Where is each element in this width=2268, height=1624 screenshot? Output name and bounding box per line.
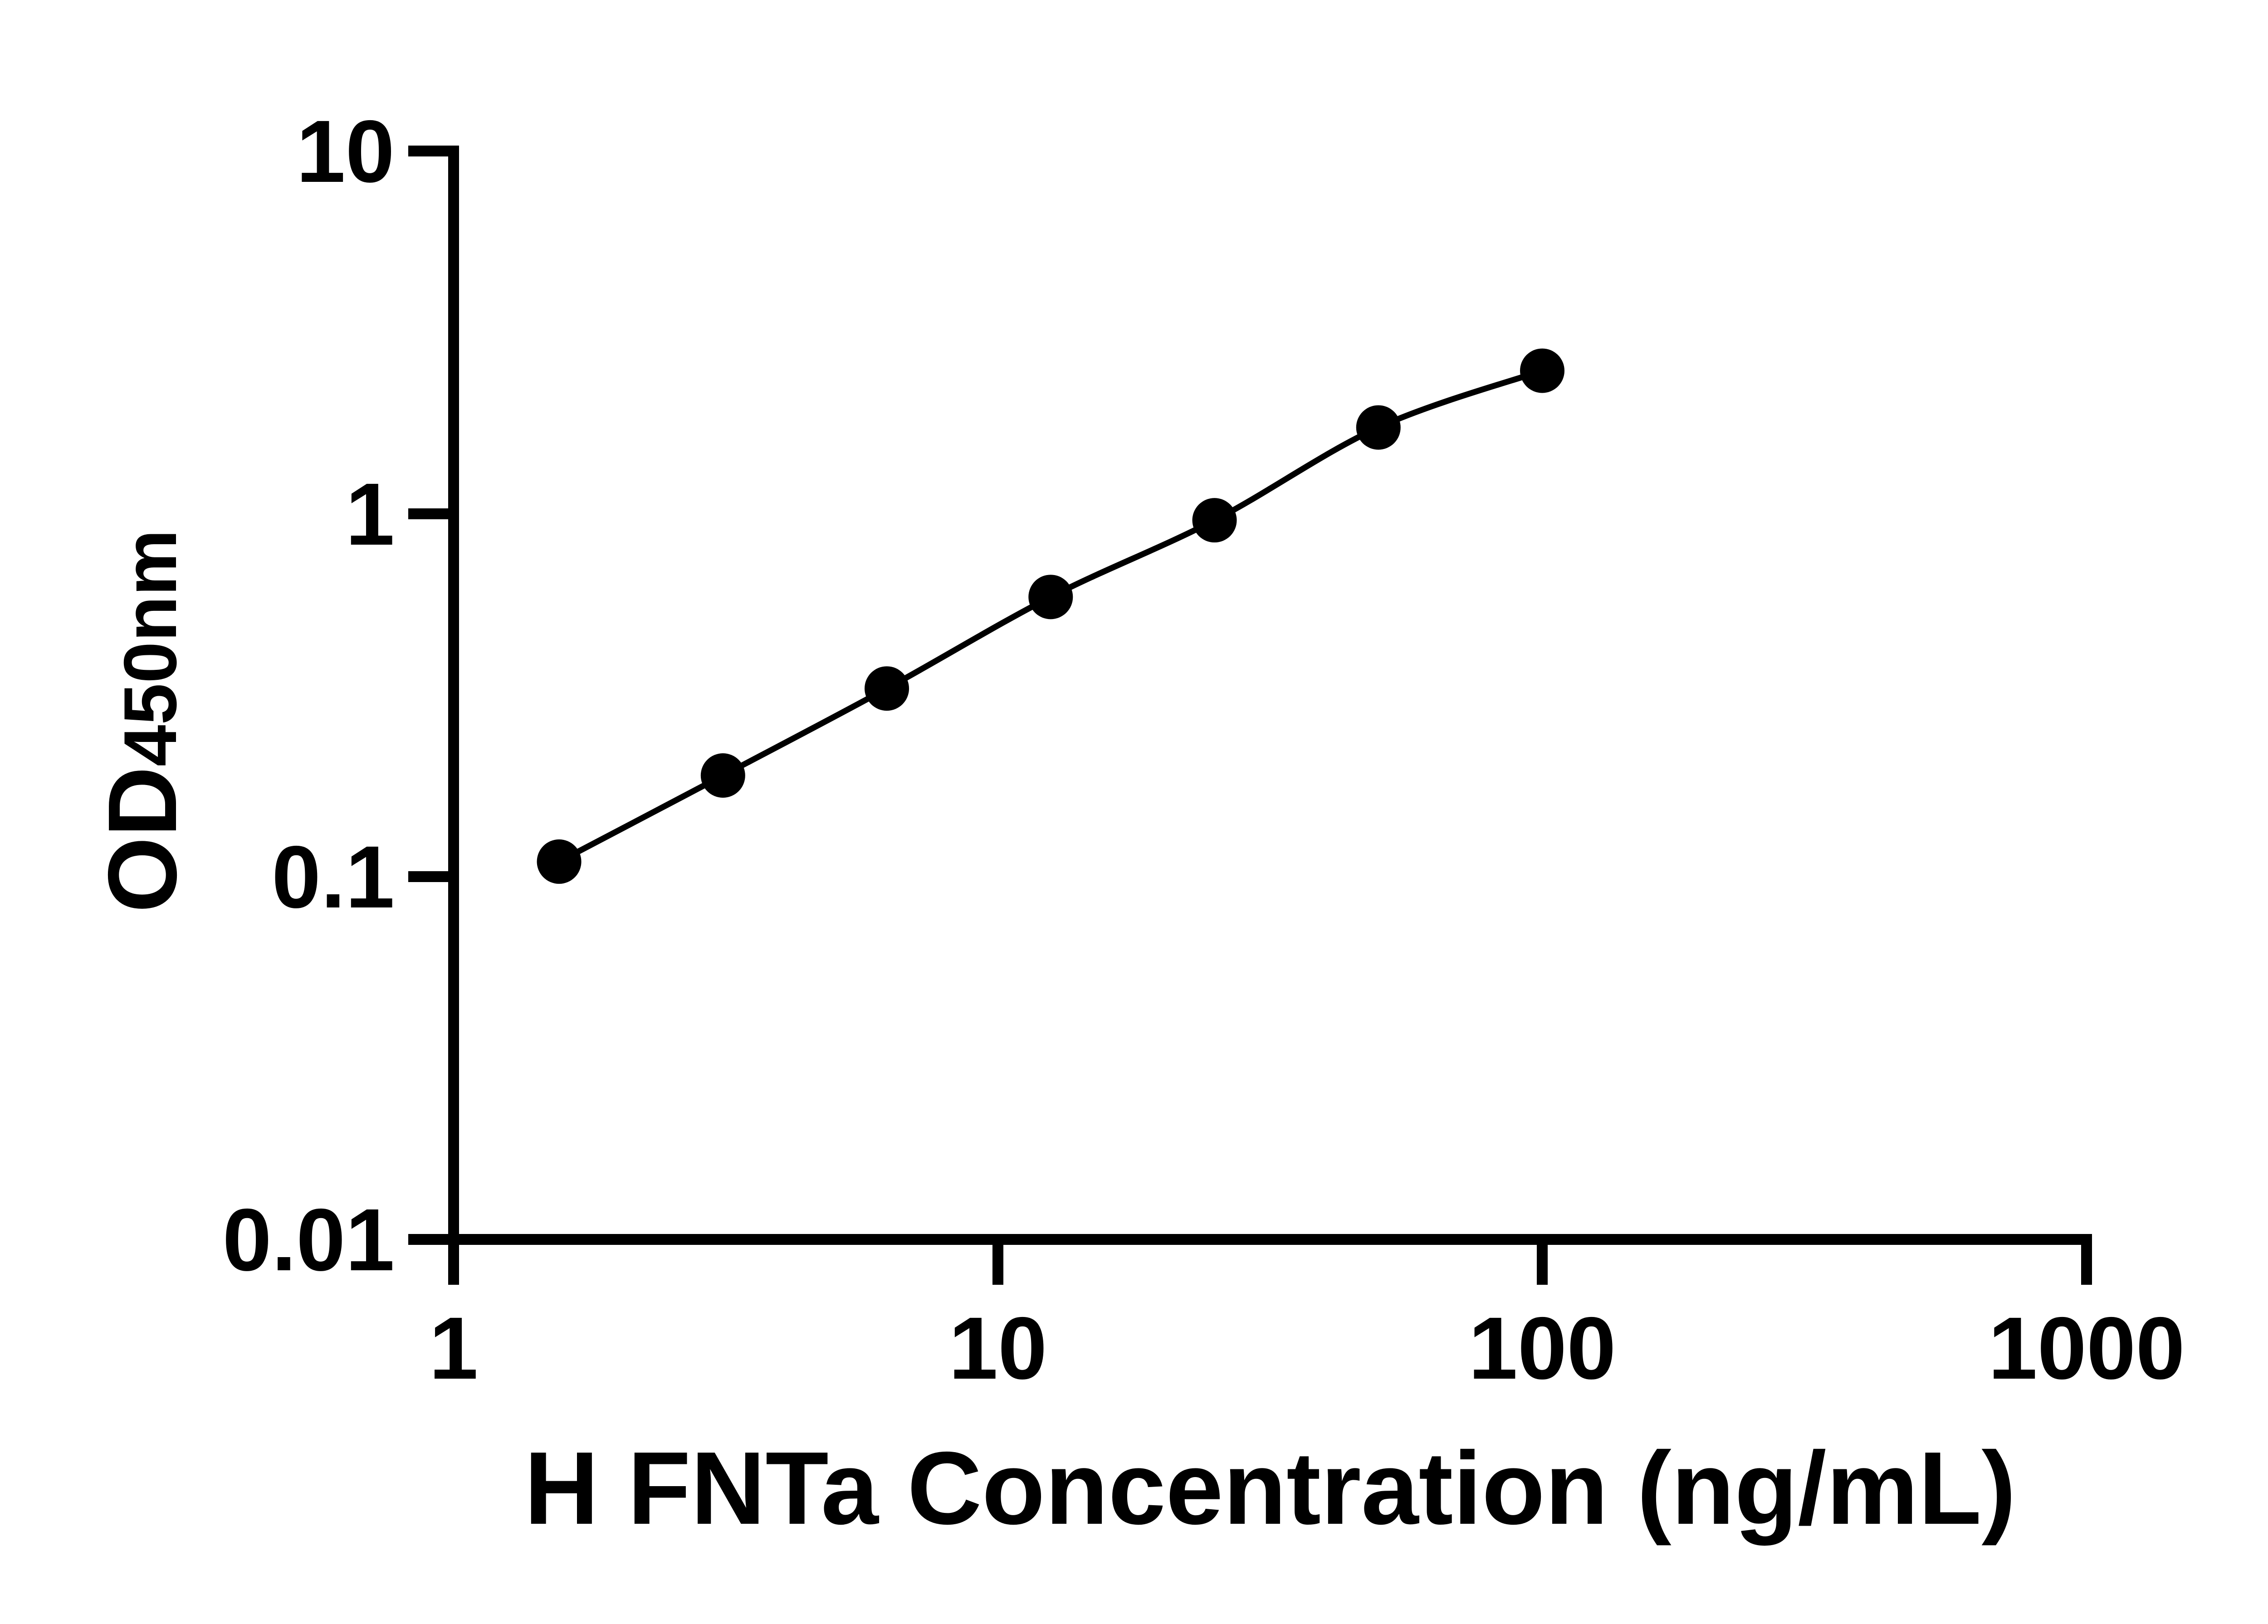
tick-marks <box>408 146 2092 1285</box>
axis-spine <box>448 146 2092 1245</box>
x-tick-label: 1 <box>429 1299 478 1398</box>
y-tick-label: 0.01 <box>222 1190 395 1289</box>
y-axis-title: OD450nm <box>88 529 197 912</box>
data-point <box>1192 498 1237 543</box>
y-tick-label: 1 <box>346 465 395 564</box>
data-point <box>1028 575 1073 619</box>
data-point <box>700 753 745 798</box>
x-tick-label: 100 <box>1468 1299 1616 1398</box>
data-point <box>865 666 909 711</box>
y-tick-label: 10 <box>296 102 395 201</box>
axes <box>448 146 2092 1245</box>
x-axis-title: H FNTa Concentration (ng/mL) <box>524 1431 2016 1546</box>
data-point <box>1356 405 1401 450</box>
y-axis-title-main: OD <box>88 766 197 913</box>
x-tick-label: 10 <box>949 1299 1047 1398</box>
x-tick-label: 1000 <box>1988 1299 2185 1398</box>
data-point <box>1520 348 1564 393</box>
y-tick-label: 0.1 <box>272 828 395 927</box>
tick-labels: 0.01 0.1 1 10 1 10 100 1000 <box>222 102 2185 1398</box>
data-point <box>537 839 582 884</box>
data-series <box>537 348 1564 884</box>
y-axis-title-subscript: 450nm <box>108 529 192 766</box>
